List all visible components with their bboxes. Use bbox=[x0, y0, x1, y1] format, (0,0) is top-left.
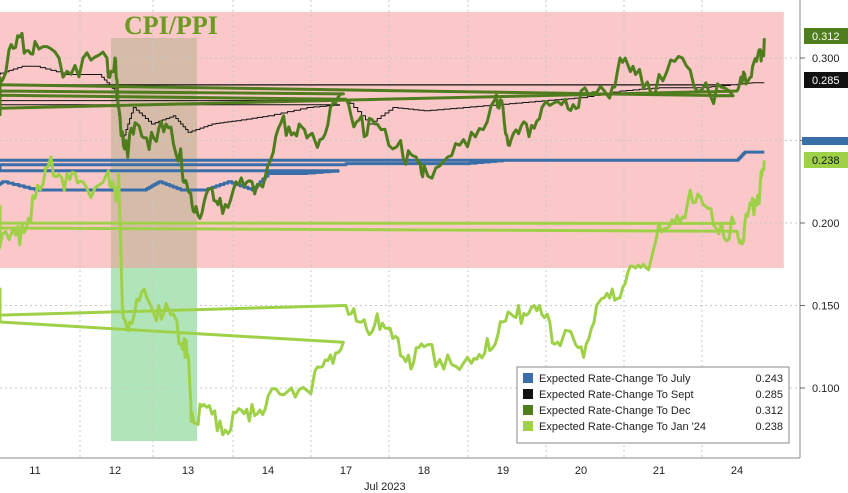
x-tick-label: 13 bbox=[182, 465, 194, 477]
legend-swatch bbox=[523, 405, 533, 415]
x-tick-label: 20 bbox=[575, 465, 587, 477]
legend-value: 0.238 bbox=[755, 421, 783, 433]
last-value-badge bbox=[804, 28, 848, 44]
series-lines bbox=[0, 31, 766, 437]
legend-value: 0.243 bbox=[755, 373, 783, 385]
legend-label: Expected Rate-Change To Sept bbox=[539, 389, 694, 401]
legend-value: 0.285 bbox=[755, 389, 783, 401]
x-tick-label: 12 bbox=[109, 465, 121, 477]
legend: Expected Rate-Change To July 0.243 Expecte… bbox=[516, 366, 790, 444]
last-value-badge-text: 0.312 bbox=[812, 31, 840, 43]
last-value-badge bbox=[804, 72, 848, 88]
last-value-badge-july bbox=[802, 137, 848, 145]
x-axis: 11 12 13 14 17 18 19 20 21 24 bbox=[0, 457, 800, 477]
series-line-jan24 bbox=[0, 155, 766, 437]
legend-label: Expected Rate-Change To Dec bbox=[539, 405, 691, 417]
y-tick-label: 0.150 bbox=[812, 301, 840, 313]
x-tick-label: 19 bbox=[497, 465, 509, 477]
y-tick-label: 0.200 bbox=[812, 218, 840, 230]
y-tick-label: 0.100 bbox=[812, 383, 840, 395]
legend-swatch bbox=[523, 373, 533, 383]
legend-swatch bbox=[523, 389, 533, 399]
legend-swatch bbox=[523, 421, 533, 431]
legend-label: Expected Rate-Change To July bbox=[539, 373, 691, 385]
x-tick-label: 21 bbox=[653, 465, 665, 477]
cpi-ppi-annotation: CPI/PPI bbox=[124, 11, 218, 40]
series-line-dec bbox=[0, 31, 766, 220]
last-value-badge bbox=[804, 152, 848, 168]
y-tick-label: 0.300 bbox=[812, 53, 840, 65]
x-tick-label: 18 bbox=[418, 465, 430, 477]
x-tick-label: 11 bbox=[29, 465, 40, 477]
x-tick-label: 14 bbox=[262, 465, 274, 477]
last-value-badges: 0.312 0.285 0.238 bbox=[802, 28, 848, 168]
x-tick-label: 24 bbox=[731, 465, 743, 477]
legend-box bbox=[516, 366, 790, 444]
last-value-badge-text: 0.238 bbox=[812, 155, 840, 167]
legend-value: 0.312 bbox=[755, 405, 783, 417]
x-tick-label: 17 bbox=[340, 465, 352, 477]
last-value-badge-text: 0.285 bbox=[812, 75, 840, 87]
x-period-label: Jul 2023 bbox=[364, 481, 406, 493]
legend-label: Expected Rate-Change To Jan '24 bbox=[539, 421, 706, 433]
